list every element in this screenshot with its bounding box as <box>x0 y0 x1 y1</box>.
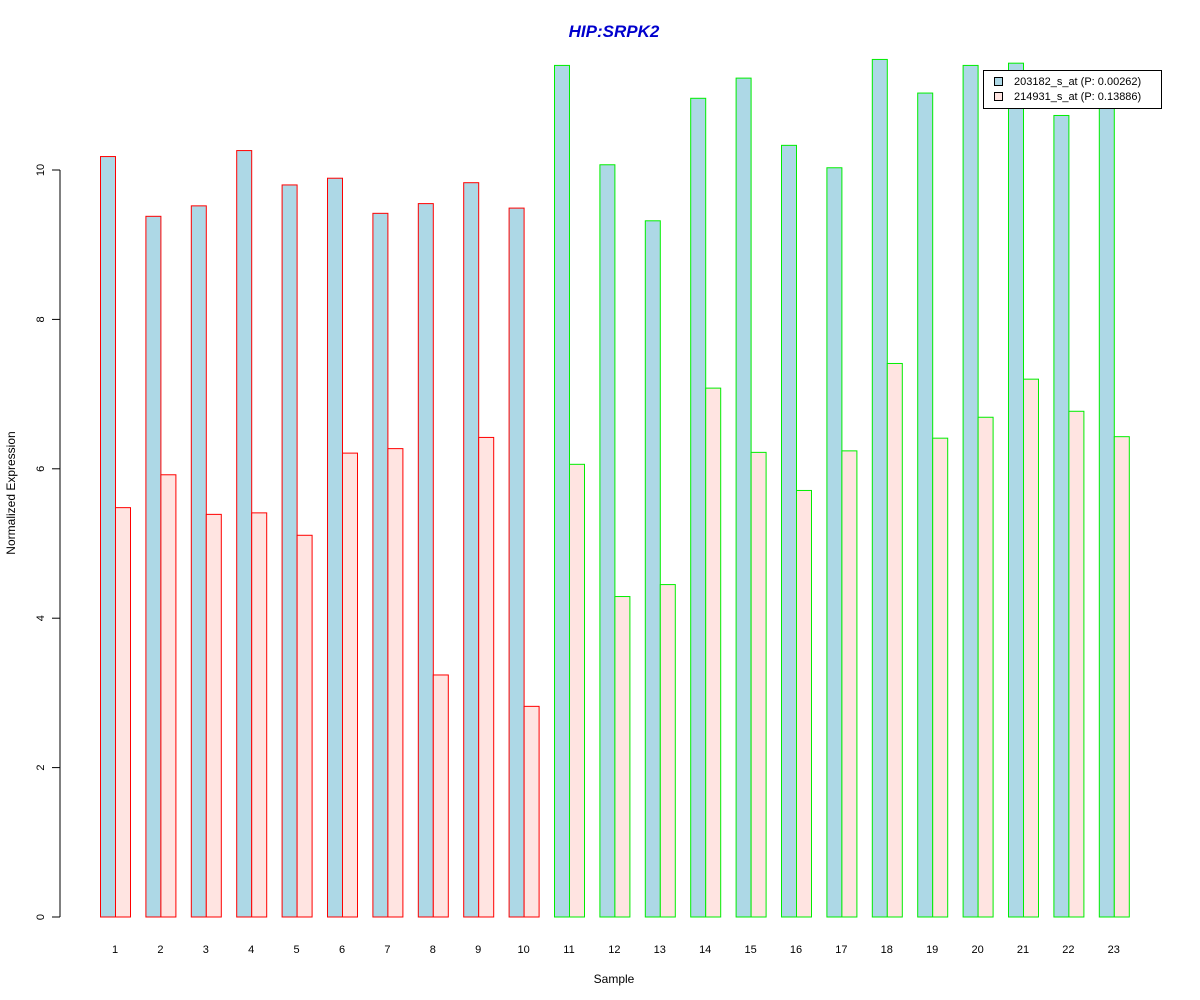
bar-series-2 <box>523 705 540 918</box>
bar-series-1 <box>372 212 389 918</box>
x-tick-label: 6 <box>339 944 345 956</box>
bar-series-1 <box>554 64 570 918</box>
x-tick-labels: 1 2 3 4 5 6 7 8 9 10 11 12 13 14 15 16 17 18 19 20 21 22 23 <box>112 944 1120 956</box>
bar-series-1 <box>690 97 707 918</box>
bar-series-1 <box>644 220 661 918</box>
bar-series-1 <box>327 177 343 918</box>
bar-series-2 <box>342 452 358 918</box>
bar-series-1 <box>417 203 434 918</box>
bar-series-2 <box>659 584 676 918</box>
bar-series-1 <box>508 207 525 918</box>
bar-series-1 <box>145 215 162 918</box>
x-tick-label: 19 <box>926 944 938 956</box>
bar-series-1 <box>236 150 253 918</box>
bars-group <box>100 58 1130 918</box>
y-tick-label: 8 <box>35 316 47 322</box>
x-tick-label: 20 <box>971 944 983 956</box>
bar-series-2 <box>1113 436 1130 918</box>
x-tick-label: 13 <box>654 944 666 956</box>
chart-title: HIP:SRPK2 <box>569 22 660 41</box>
x-tick-label: 7 <box>384 944 390 956</box>
bar-series-1 <box>917 92 934 918</box>
bar-series-2 <box>160 474 177 918</box>
legend-swatch <box>994 92 1003 101</box>
legend-label: 214931_s_at (P: 0.13886) <box>1014 91 1141 103</box>
bar-series-2 <box>932 437 949 918</box>
x-tick-label: 12 <box>608 944 620 956</box>
bar-series-2 <box>1068 410 1085 918</box>
y-tick-label: 0 <box>35 914 47 920</box>
bar-series-2 <box>886 362 903 918</box>
x-tick-label: 14 <box>699 944 711 956</box>
bar-series-2 <box>205 513 222 918</box>
x-tick-label: 15 <box>744 944 756 956</box>
bar-series-2 <box>1023 378 1039 918</box>
bar-series-2 <box>115 507 131 918</box>
bar-series-1 <box>100 156 116 918</box>
bar-series-1 <box>735 77 752 918</box>
x-tick-label: 17 <box>835 944 847 956</box>
bar-series-1 <box>190 205 207 918</box>
legend: 203182_s_at (P: 0.00262) 214931_s_at (P: … <box>983 70 1162 109</box>
x-tick-label: 3 <box>203 944 209 956</box>
bar-series-1 <box>962 64 979 918</box>
bar-series-1 <box>281 184 298 918</box>
bar-series-2 <box>296 534 313 918</box>
legend-swatch <box>994 77 1003 86</box>
y-tick-label: 6 <box>35 466 47 472</box>
bar-series-1 <box>1053 114 1070 918</box>
x-tick-label: 10 <box>517 944 529 956</box>
bar-series-2 <box>841 450 858 918</box>
y-axis: 0 2 4 6 8 10 <box>35 164 61 920</box>
x-tick-label: 11 <box>563 944 574 956</box>
legend-box <box>983 70 1162 109</box>
x-tick-label: 16 <box>790 944 802 956</box>
x-axis-label: Sample <box>594 972 635 986</box>
x-tick-label: 9 <box>475 944 481 956</box>
x-tick-label: 21 <box>1017 944 1029 956</box>
bar-series-1 <box>871 58 888 918</box>
x-tick-label: 22 <box>1062 944 1074 956</box>
bar-series-2 <box>478 436 495 918</box>
x-tick-label: 5 <box>294 944 300 956</box>
x-tick-label: 18 <box>881 944 893 956</box>
bar-series-2 <box>251 512 268 918</box>
bar-series-1 <box>1098 103 1115 918</box>
x-tick-label: 4 <box>248 944 254 956</box>
bar-series-1 <box>826 167 843 918</box>
bar-series-2 <box>977 416 994 918</box>
y-tick-label: 4 <box>35 615 47 621</box>
bar-series-2 <box>796 489 812 918</box>
x-tick-label: 8 <box>430 944 436 956</box>
bar-series-1 <box>781 144 797 918</box>
bar-series-1 <box>599 164 616 918</box>
bar-series-2 <box>569 463 585 918</box>
bar-series-2 <box>432 674 449 918</box>
y-tick-label: 10 <box>35 164 47 176</box>
legend-label: 203182_s_at (P: 0.00262) <box>1014 76 1141 88</box>
bar-series-1 <box>1008 62 1024 918</box>
x-tick-label: 1 <box>112 944 118 956</box>
bar-series-2 <box>705 387 722 918</box>
x-tick-label: 23 <box>1108 944 1120 956</box>
bar-series-2 <box>614 596 631 918</box>
bar-series-1 <box>463 182 480 918</box>
bar-series-2 <box>750 451 767 918</box>
bar-series-2 <box>387 448 404 918</box>
y-tick-label: 2 <box>35 765 47 771</box>
y-axis-label: Normalized Expression <box>4 431 18 554</box>
x-tick-label: 2 <box>157 944 163 956</box>
